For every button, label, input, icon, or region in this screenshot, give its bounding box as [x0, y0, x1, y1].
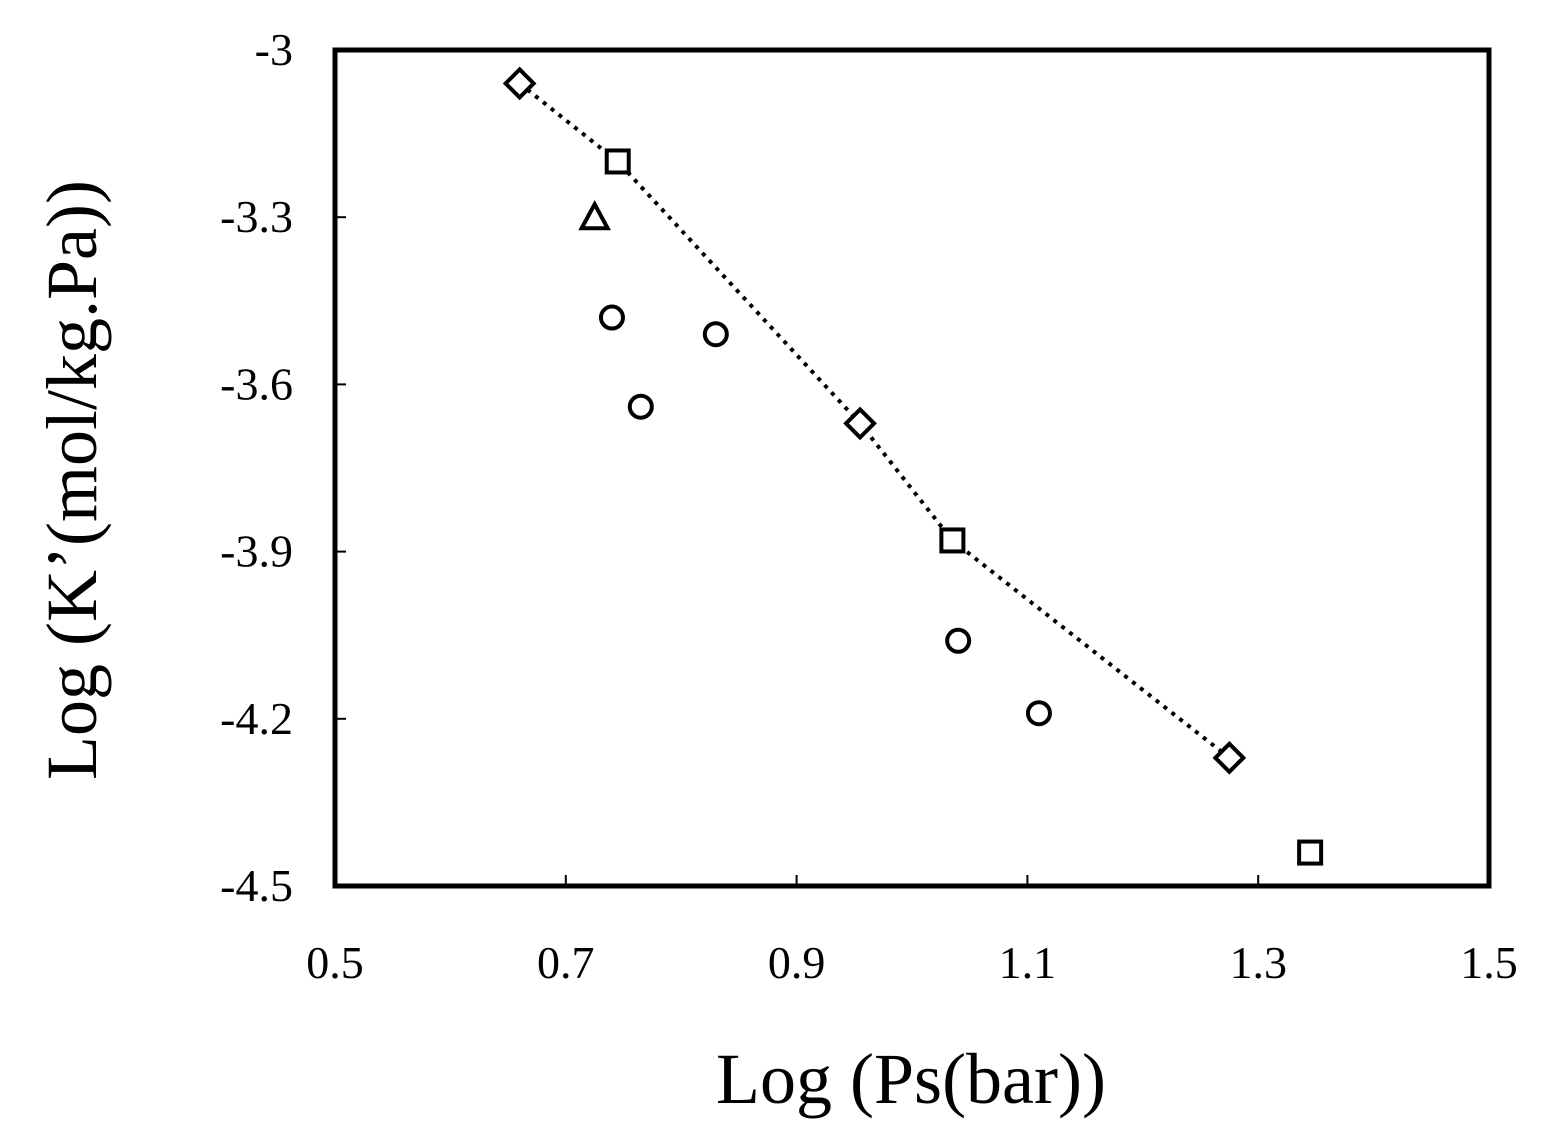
x-axis-title: Log (Ps(bar)) [716, 1039, 1106, 1119]
x-tick-label: 0.7 [537, 937, 595, 988]
circle-marker [702, 321, 729, 348]
y-axis-title: Log (K’(mol/kg.Pa)) [32, 180, 112, 780]
y-tick-label: -3.6 [220, 358, 293, 409]
circle-marker [945, 627, 972, 654]
y-tick-label: -4.5 [220, 860, 293, 911]
plot-area-frame [332, 47, 1492, 889]
y-tick-label: -4.2 [220, 693, 293, 744]
tick-label-layer: 0.5 0.7 0.9 1.1 1.3 1.5 -3 -3.3 -3.6 -3.9 -4.2 -4.5 [220, 24, 1518, 988]
square-marker [939, 527, 966, 554]
x-tick-label: 0.5 [306, 937, 364, 988]
marker-layer [502, 66, 1324, 866]
triangle-marker [578, 199, 612, 231]
circle-marker [598, 304, 625, 331]
square-marker [1297, 839, 1324, 866]
x-tick-label: 1.3 [1229, 937, 1287, 988]
square-marker [604, 148, 631, 175]
x-tick-label: 0.9 [768, 937, 826, 988]
y-tick-label: -3.3 [220, 191, 293, 242]
y-tick-label: -3 [255, 24, 293, 75]
y-tick-label: -3.9 [220, 526, 293, 577]
diamond-marker [1212, 740, 1247, 775]
diamond-marker [502, 66, 537, 101]
x-tick-label: 1.5 [1460, 937, 1518, 988]
diamond-marker [843, 406, 877, 441]
circle-marker [627, 393, 654, 420]
x-tick-label: 1.1 [999, 937, 1057, 988]
circle-marker [1025, 700, 1052, 727]
